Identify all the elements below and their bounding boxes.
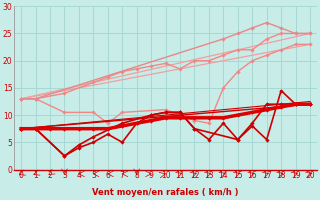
- X-axis label: Vent moyen/en rafales ( km/h ): Vent moyen/en rafales ( km/h ): [92, 188, 239, 197]
